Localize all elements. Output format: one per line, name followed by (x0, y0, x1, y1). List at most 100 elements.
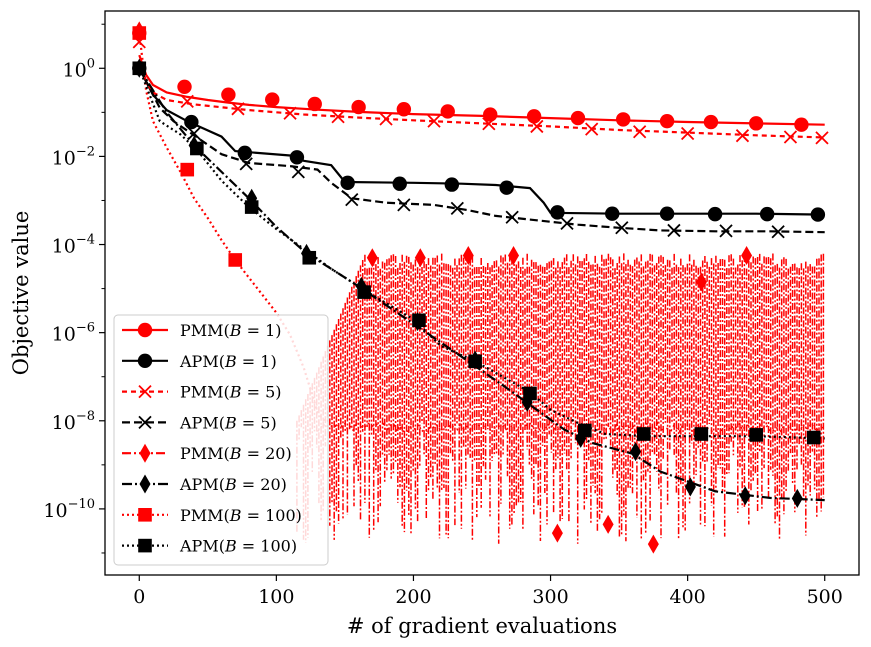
series-5-marker-12 (791, 488, 803, 508)
series-0-marker-7 (440, 104, 455, 119)
y-tick-label: 10−6 (52, 321, 95, 346)
series-0-marker-6 (396, 102, 412, 117)
series-6-marker-0 (132, 26, 147, 40)
series-4-marker-9 (741, 246, 753, 266)
series-2-marker-4 (331, 110, 345, 124)
series-0-marker-5 (351, 99, 366, 115)
series-3-marker-3 (291, 165, 305, 179)
series-3-marker-6 (450, 201, 464, 216)
series-2-marker-11 (680, 126, 695, 141)
legend-marker-5 (139, 474, 151, 494)
legend-label-0: PMM(B = 1) (180, 321, 282, 340)
series-3-marker-4 (345, 192, 359, 207)
series-0-marker-14 (748, 116, 764, 131)
series-3-marker-11 (719, 224, 733, 238)
y-tick-label: 10−2 (52, 144, 95, 169)
series-3-marker-2 (239, 157, 253, 171)
series-0-marker-12 (659, 113, 675, 129)
series-1-marker-9 (605, 206, 620, 221)
series-1-marker-11 (707, 206, 723, 222)
series-0-marker-4 (307, 96, 322, 112)
series-7-marker-8 (578, 423, 592, 438)
series-4-marker-1 (366, 248, 378, 268)
series-4-marker-8 (695, 272, 707, 292)
x-axis: 0 100 200 300 400 500 (133, 575, 843, 608)
series-1-marker-13 (810, 207, 826, 222)
series-2-marker-14 (815, 131, 829, 145)
series-5-marker-9 (630, 442, 642, 462)
series-0-marker-9 (526, 109, 542, 124)
legend-marker-7 (138, 538, 152, 553)
series-1-marker-3 (289, 150, 305, 165)
series-2-marker-5 (379, 112, 393, 126)
y-tick-label: 10−10 (43, 497, 95, 522)
series-7-marker-12 (806, 430, 821, 445)
series-4-marker-4 (508, 246, 520, 266)
series-2-marker-10 (633, 125, 647, 139)
legend-marker-6 (138, 508, 152, 522)
series-4-marker-7 (647, 534, 659, 554)
series-line-2 (138, 59, 825, 139)
x-tick-label: 100 (258, 586, 294, 608)
y-tick-label: 10−4 (52, 233, 95, 258)
series-7-marker-7 (523, 386, 537, 401)
series-3-marker-10 (667, 223, 681, 238)
legend-marker-0 (137, 322, 153, 338)
series-3-marker-5 (397, 198, 411, 212)
series-7-marker-3 (302, 250, 317, 265)
series-3-marker-9 (615, 221, 629, 235)
series-1-marker-12 (759, 206, 775, 222)
x-tick-label: 500 (807, 586, 843, 608)
oscillation-plateau (316, 420, 825, 434)
series-7-marker-1 (190, 141, 204, 156)
series-0-marker-1 (177, 79, 192, 94)
y-tick-label: 100 (63, 56, 95, 81)
x-tick-label: 300 (532, 586, 568, 608)
series-2-marker-9 (585, 122, 599, 136)
legend: PMM(B = 1) APM(B = 1) PMM(B = 5) APM(B = 5)… (113, 314, 329, 566)
series-4-marker-3 (462, 246, 474, 266)
series-2-marker-2 (231, 102, 245, 116)
legend-label-5: APM(B = 20) (179, 475, 287, 494)
y-axis: 100 10−2 10−4 10−6 10−8 10−10 (43, 23, 105, 554)
legend-box (113, 314, 329, 566)
legend-label-2: PMM(B = 5) (180, 383, 282, 402)
x-axis-label: # of gradient evaluations (347, 614, 617, 638)
series-3-marker-12 (771, 225, 785, 239)
legend-marker-1 (137, 353, 153, 368)
legend-label-3: APM(B = 5) (179, 413, 277, 432)
series-7-marker-4 (357, 285, 371, 299)
series-3-marker-7 (505, 210, 519, 224)
series-line-3 (138, 67, 825, 234)
series-6-marker-2 (228, 253, 243, 267)
series-0-marker-13 (703, 114, 719, 130)
series-line-0 (138, 54, 825, 126)
series-2-marker-6 (427, 114, 441, 128)
legend-label-4: PMM(B = 20) (180, 444, 292, 463)
series-7-marker-5 (412, 313, 426, 328)
plot-frame (104, 10, 860, 576)
series-1-marker-2 (237, 145, 253, 161)
series-3-marker-8 (560, 216, 574, 231)
series-0-marker-2 (221, 87, 236, 102)
legend-label-1: APM(B = 1) (179, 352, 277, 371)
series-7-marker-0 (132, 61, 147, 76)
series-7-marker-6 (468, 354, 482, 369)
series-5-marker-10 (684, 477, 696, 497)
series-7-marker-11 (749, 428, 763, 442)
series-0-marker-15 (794, 117, 809, 132)
series-7-marker-9 (636, 427, 651, 441)
legend-marker-4 (139, 443, 151, 463)
legend-marker-2 (138, 384, 152, 399)
series-1-marker-8 (550, 205, 565, 220)
x-tick-label: 200 (395, 586, 431, 608)
series-1-marker-7 (499, 180, 514, 195)
series-2-marker-13 (783, 130, 798, 144)
series-4-marker-6 (602, 514, 614, 534)
series-2-marker-8 (530, 119, 544, 134)
series-1-marker-4 (340, 175, 355, 191)
legend-marker-3 (138, 415, 152, 430)
series-1-marker-10 (659, 206, 675, 221)
series-0-marker-3 (265, 92, 280, 107)
